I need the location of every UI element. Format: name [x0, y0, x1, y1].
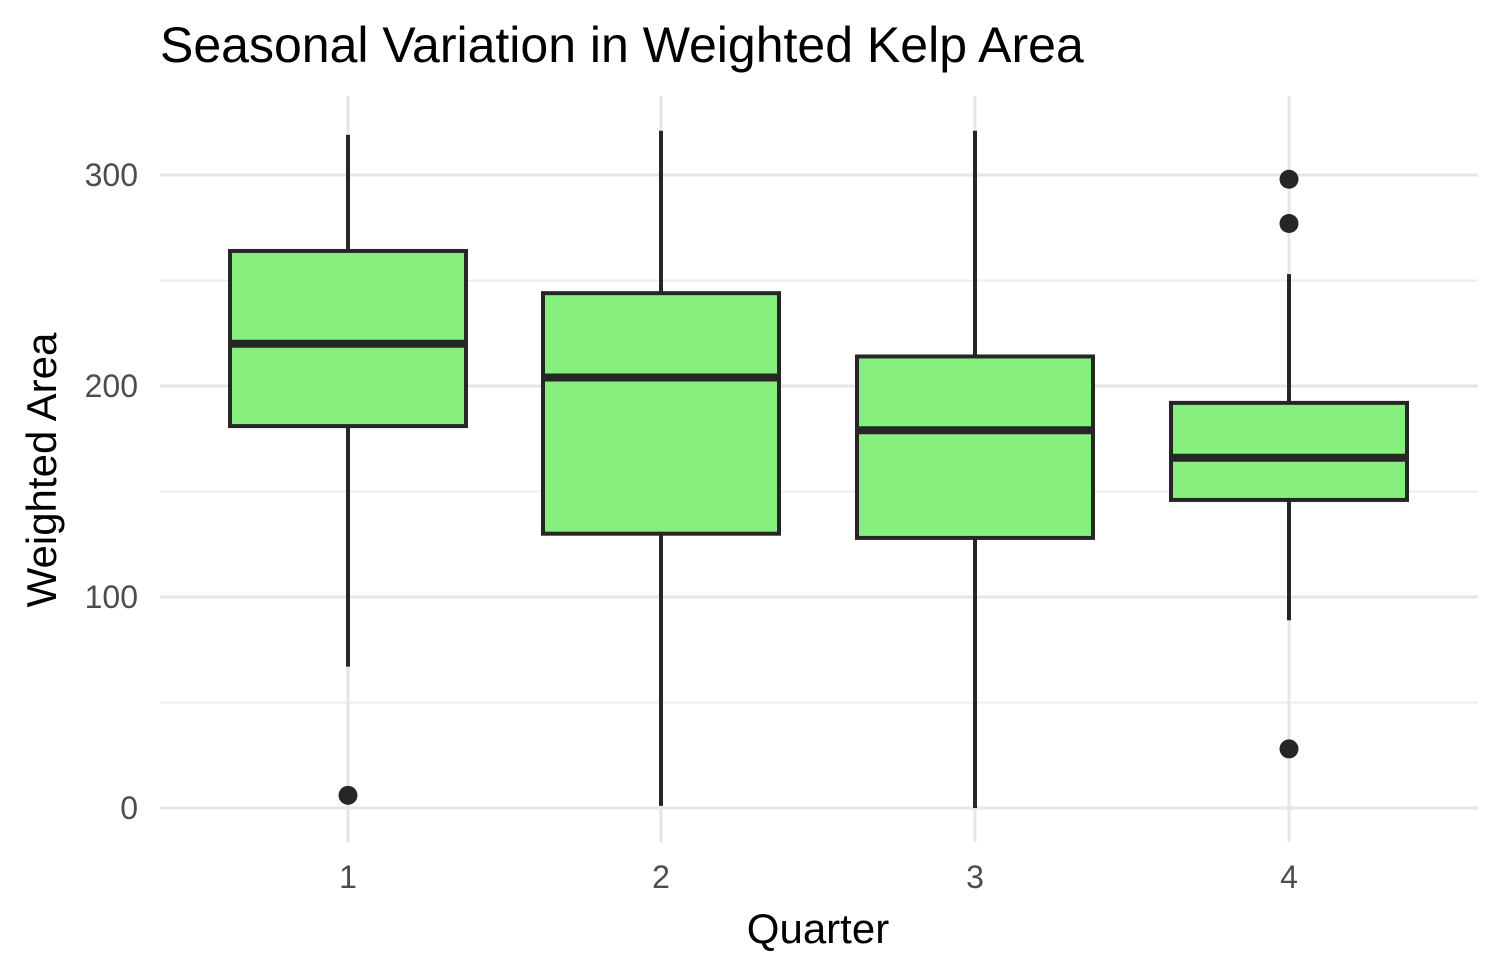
box-group-4 [1169, 169, 1409, 759]
y-tick-label: 100 [85, 579, 138, 615]
x-tick-label: 4 [1280, 859, 1298, 895]
box-group-2 [541, 130, 781, 806]
boxes [228, 130, 1409, 808]
y-tick-label: 0 [120, 790, 138, 826]
box-group-1 [228, 134, 468, 805]
x-axis-ticks: 1 2 3 4 [339, 859, 1298, 895]
box-iqr [1169, 400, 1409, 502]
y-tick-label: 300 [85, 157, 138, 193]
box-group-3 [855, 130, 1095, 808]
y-axis-ticks: 0 100 200 300 [85, 157, 138, 826]
outlier-point [1279, 169, 1299, 189]
outlier-point [338, 785, 358, 805]
x-tick-label: 3 [966, 859, 984, 895]
x-axis-title: Quarter [747, 905, 889, 952]
chart-title: Seasonal Variation in Weighted Kelp Area [160, 17, 1084, 73]
x-tick-label: 1 [339, 859, 357, 895]
x-tick-label: 2 [652, 859, 670, 895]
box-iqr [541, 291, 781, 536]
box-iqr [228, 248, 468, 429]
outlier-point [1279, 214, 1299, 234]
outlier-point [1279, 739, 1299, 759]
box-iqr [855, 354, 1095, 540]
y-axis-title: Weighted Area [18, 332, 65, 607]
y-tick-label: 200 [85, 368, 138, 404]
